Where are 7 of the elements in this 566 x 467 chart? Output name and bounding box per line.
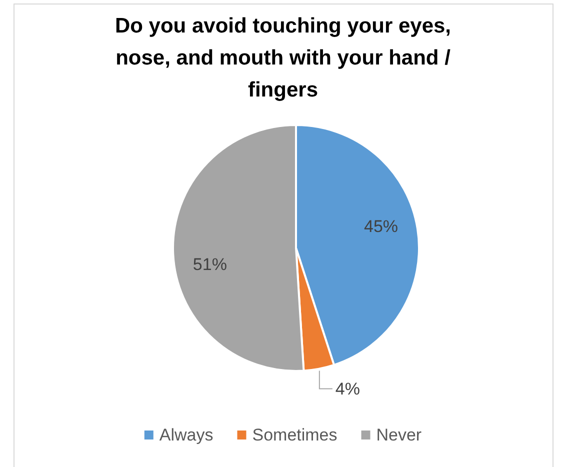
legend-label: Sometimes <box>252 426 338 444</box>
data-label: 51% <box>192 255 227 274</box>
legend-label: Never <box>376 426 422 444</box>
data-label: 45% <box>364 217 398 236</box>
chart-title: Do you avoid touching your eyes, nose, and mouth with your hand / fingers <box>114 14 452 102</box>
legend-label: Always <box>159 426 214 444</box>
data-label: 4% <box>335 379 360 398</box>
